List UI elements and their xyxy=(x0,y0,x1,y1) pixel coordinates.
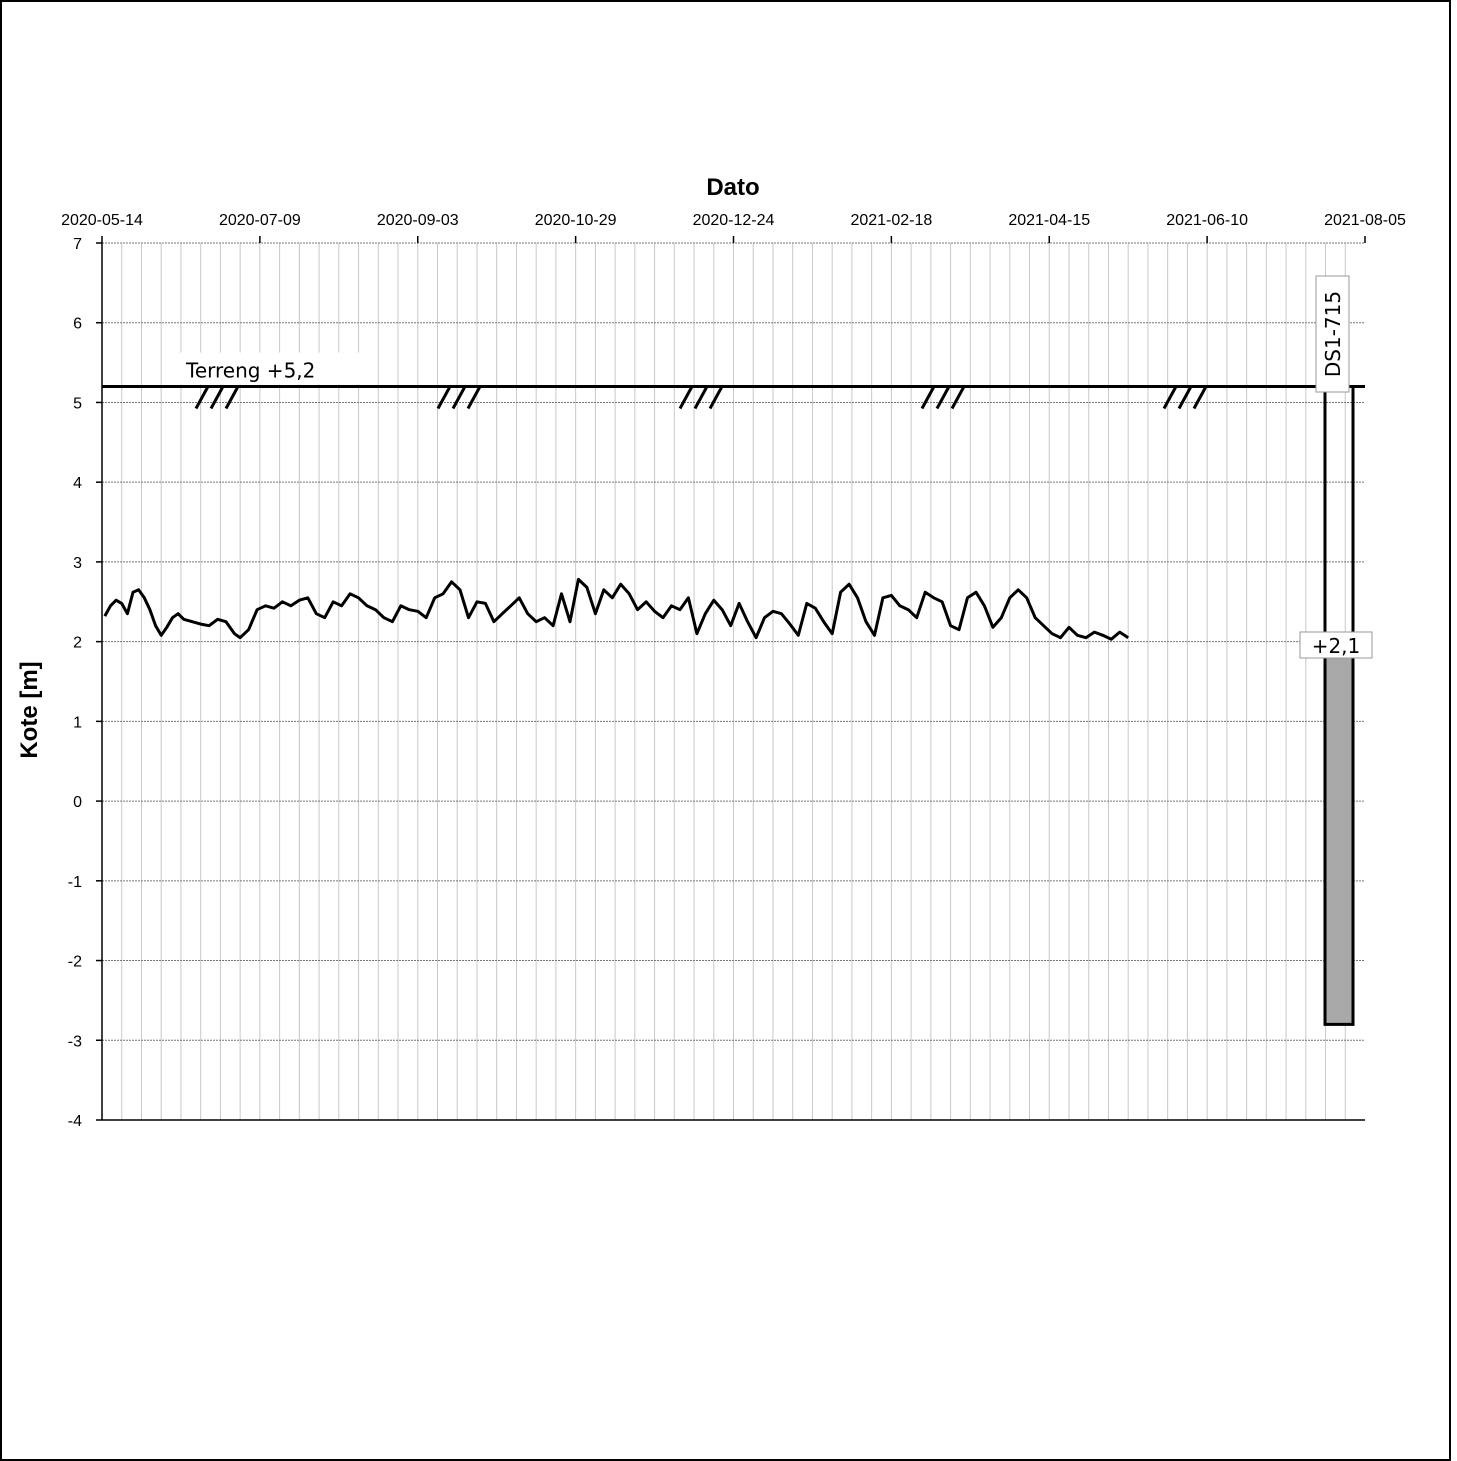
well-casing-group: DS1-715 +2,1 xyxy=(1299,275,1373,1026)
well-casing xyxy=(1323,386,1355,1026)
water-level-label: +2,1 xyxy=(1312,634,1361,658)
hatch-mark xyxy=(194,385,240,410)
hatch-stroke xyxy=(950,385,966,410)
x-tick-label: 2021-02-18 xyxy=(850,212,932,229)
y-tick-label: 2 xyxy=(73,635,82,652)
x-axis-title: Dato xyxy=(706,174,759,201)
series-group xyxy=(103,577,1130,641)
terrain-line-group: Terreng +5,2 xyxy=(102,352,1365,389)
hatch-stroke xyxy=(436,385,452,410)
terrain-label: Terreng +5,2 xyxy=(185,359,315,383)
series-line xyxy=(103,577,1130,641)
y-tick-label: 5 xyxy=(73,395,82,412)
terrain-label-background xyxy=(180,352,366,385)
y-tick-label: 3 xyxy=(73,555,82,572)
y-tick-label: -2 xyxy=(68,954,82,971)
x-axis-ticks: 2020-05-14 2020-07-09 2020-09-03 2020-10-29… xyxy=(61,212,1406,243)
y-tick-label: 6 xyxy=(73,316,82,333)
hatch-stroke xyxy=(678,385,694,410)
hatch-stroke xyxy=(209,385,225,410)
x-tick-label: 2021-04-15 xyxy=(1008,212,1090,229)
x-tick-label: 2020-12-24 xyxy=(693,212,775,229)
x-tick-label: 2021-08-05 xyxy=(1324,212,1406,229)
x-tick-label: 2020-05-14 xyxy=(61,212,143,229)
hatch-stroke xyxy=(1192,385,1208,410)
hatch-mark xyxy=(1162,385,1208,410)
hatch-stroke xyxy=(935,385,951,410)
water-level-label-box xyxy=(1299,631,1373,659)
x-tick-label: 2020-09-03 xyxy=(377,212,459,229)
well-name-box xyxy=(1315,275,1350,393)
hatch-stroke xyxy=(451,385,467,410)
hatch-stroke xyxy=(1177,385,1193,410)
y-tick-label: -3 xyxy=(68,1033,82,1050)
y-axis-title: Kote [m] xyxy=(16,661,43,758)
x-tick-label: 2020-07-09 xyxy=(219,212,301,229)
hatch-stroke xyxy=(708,385,724,410)
hatch-stroke xyxy=(466,385,482,410)
hatch-stroke xyxy=(224,385,240,410)
y-tick-label: 7 xyxy=(73,236,82,253)
hatch-mark xyxy=(920,385,966,410)
hatch-stroke xyxy=(194,385,210,410)
well-name-label: DS1-715 xyxy=(1321,291,1345,377)
x-tick-label: 2020-10-29 xyxy=(535,212,617,229)
hatch-mark xyxy=(436,385,482,410)
x-tick-label: 2021-06-10 xyxy=(1166,212,1248,229)
hatch-mark xyxy=(678,385,724,410)
y-tick-label: 4 xyxy=(73,475,82,492)
y-tick-label: -1 xyxy=(68,874,82,891)
well-water-fill xyxy=(1325,633,1353,1025)
y-tick-label: 0 xyxy=(73,794,82,811)
hatch-stroke xyxy=(693,385,709,410)
y-tick-label: -4 xyxy=(68,1113,82,1130)
hatch-stroke xyxy=(1162,385,1178,410)
hatch-stroke xyxy=(920,385,936,410)
terrain-hatch-marks xyxy=(194,385,1208,410)
y-tick-label: 1 xyxy=(73,714,82,731)
y-axis-ticks: -4 -3 -2 -1 0 1 2 3 4 5 6 7 xyxy=(68,236,102,1130)
